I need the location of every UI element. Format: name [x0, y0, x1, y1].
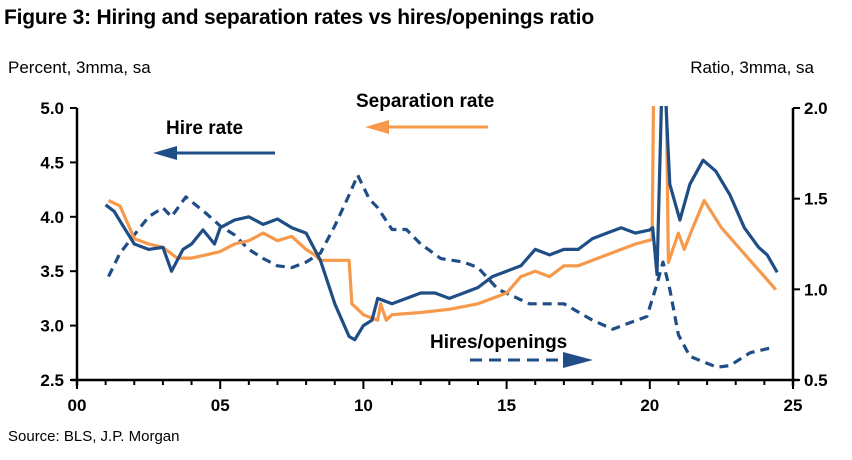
y-left-tick-label: 2.5	[40, 371, 64, 390]
x-tick-label: 20	[640, 396, 659, 415]
x-tick-label: 05	[211, 396, 230, 415]
left-axis-label: Percent, 3mma, sa	[8, 58, 151, 77]
chart-title: Figure 3: Hiring and separation rates vs…	[4, 6, 594, 29]
x-tick-label: 15	[497, 396, 516, 415]
y-left-tick-label: 4.0	[40, 208, 64, 227]
annotation-separation-rate: Separation rate	[356, 91, 494, 112]
right-axis-label: Ratio, 3mma, sa	[690, 58, 814, 77]
x-tick-label: 25	[784, 396, 803, 415]
annotation-hires-openings: Hires/openings	[430, 332, 567, 353]
arrow-left-icon	[365, 120, 389, 134]
y-left-tick-label: 4.5	[40, 153, 64, 172]
y-left-tick-label: 3.0	[40, 317, 64, 336]
annotation-hire-rate: Hire rate	[166, 118, 243, 139]
series-line-hires-openings	[107, 173, 774, 369]
series-group	[104, 106, 779, 369]
y-right-tick-label: 1.0	[804, 280, 828, 299]
x-tick-label: 00	[68, 396, 87, 415]
series-line-hire-rate	[104, 106, 779, 342]
y-left-tick-label: 5.0	[40, 99, 64, 118]
y-left-tick-label: 3.5	[40, 262, 64, 281]
y-right-tick-label: 2.0	[804, 99, 828, 118]
arrow-left-icon	[153, 146, 177, 160]
series-line-separation-rate	[107, 106, 778, 322]
x-tick-label: 10	[354, 396, 373, 415]
y-right-tick-label: 0.5	[804, 371, 828, 390]
arrow-right-icon	[563, 352, 593, 368]
y-right-tick-label: 1.5	[804, 190, 828, 209]
source-note: Source: BLS, J.P. Morgan	[8, 428, 180, 445]
